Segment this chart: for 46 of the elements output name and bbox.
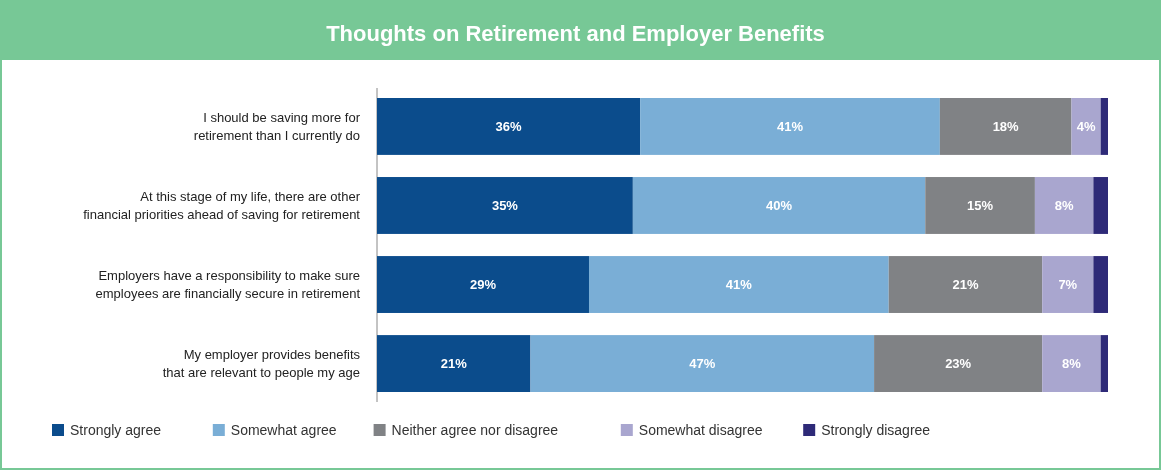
data-label: 8% xyxy=(1062,356,1082,372)
bar xyxy=(888,256,1043,313)
bar xyxy=(1093,177,1108,234)
bar xyxy=(925,177,1035,234)
legend-label: Somewhat agree xyxy=(230,422,337,438)
bar xyxy=(939,98,1072,155)
bar xyxy=(632,177,926,234)
bar xyxy=(1071,98,1101,155)
y-tick-label: I should be saving more for retirement than I currently do xyxy=(193,110,361,143)
data-label: 15% xyxy=(967,197,994,213)
data-label: 35% xyxy=(491,197,519,213)
data-label: 21% xyxy=(952,277,979,293)
y-tick-label: At this stage of my life, there are other financial priorities ahead of saving for retirement xyxy=(83,189,361,223)
data-label: 18% xyxy=(992,118,1020,134)
data-label: 41% xyxy=(777,118,804,134)
bar xyxy=(1100,98,1108,155)
bar xyxy=(1034,177,1094,234)
data-label: 29% xyxy=(469,277,497,293)
data-label: 36% xyxy=(495,118,523,134)
data-label: 8% xyxy=(1054,197,1074,213)
legend-label: Strongly disagree xyxy=(821,422,931,438)
bar xyxy=(377,177,633,234)
bar xyxy=(377,256,589,313)
data-label: 47% xyxy=(689,356,716,372)
bar xyxy=(1100,335,1108,392)
bar xyxy=(588,256,889,313)
data-label: 21% xyxy=(440,356,468,372)
data-label: 40% xyxy=(766,197,793,213)
y-tick-label: Employers have a responsibility to make sure employees are financially secure in retirement xyxy=(95,268,361,302)
bar xyxy=(1042,335,1101,392)
data-label: 7% xyxy=(1058,277,1078,293)
bar xyxy=(874,335,1043,392)
bar xyxy=(1093,256,1108,313)
bar xyxy=(377,335,531,392)
legend-label: Strongly agree xyxy=(70,422,162,438)
y-tick-label: My employer provides benefits that are relevant to people my age xyxy=(162,347,361,381)
data-label: 41% xyxy=(725,277,753,293)
data-label: 4% xyxy=(1076,118,1096,134)
legend-label: Somewhat disagree xyxy=(638,422,763,438)
chart-title: Thoughts on Retirement and Employer Benefits xyxy=(326,20,825,46)
bar xyxy=(530,335,875,392)
bar xyxy=(640,98,940,155)
bar xyxy=(377,98,641,155)
data-label: 23% xyxy=(945,356,972,372)
bar xyxy=(1042,256,1094,313)
legend-label: Neither agree nor disagree xyxy=(391,422,559,438)
